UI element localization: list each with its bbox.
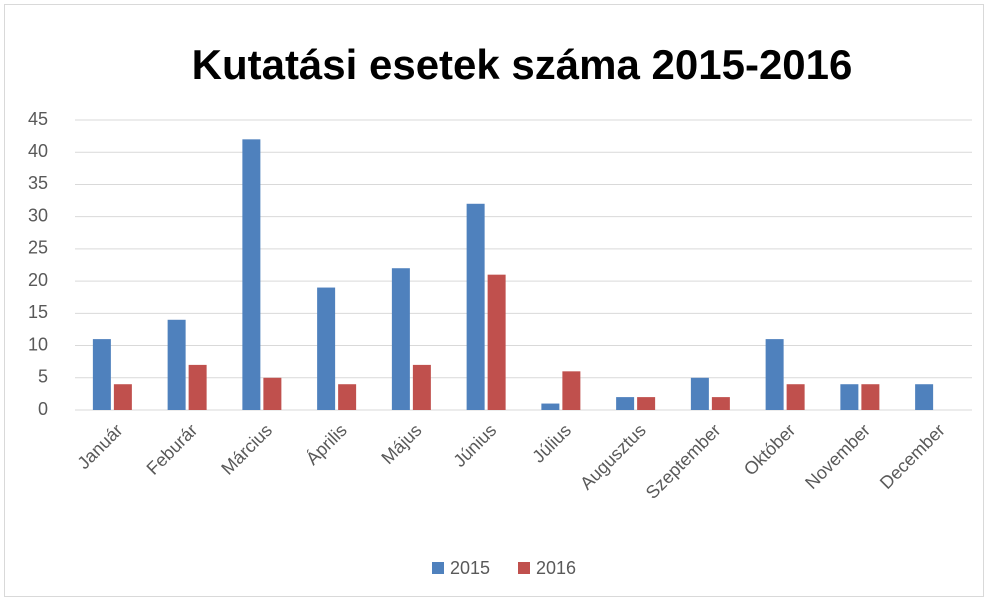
bar xyxy=(562,371,581,410)
bar xyxy=(317,287,336,410)
bar xyxy=(412,364,431,410)
bar xyxy=(242,139,261,411)
y-tick-label: 40 xyxy=(28,141,48,161)
bar xyxy=(487,274,506,410)
bar xyxy=(765,339,784,410)
bar xyxy=(391,268,410,410)
legend-label: 2015 xyxy=(450,558,490,578)
bar xyxy=(338,384,357,410)
y-tick-label: 15 xyxy=(28,302,48,322)
bar xyxy=(263,377,282,410)
y-tick-label: 35 xyxy=(28,173,48,193)
y-tick-label: 10 xyxy=(28,334,48,354)
bar xyxy=(541,403,560,410)
y-tick-label: 20 xyxy=(28,270,48,290)
bar xyxy=(690,377,709,410)
y-tick-label: 5 xyxy=(38,367,48,387)
legend-swatch xyxy=(432,562,444,574)
legend-label: 2016 xyxy=(536,558,576,578)
bar xyxy=(711,397,730,410)
bar xyxy=(786,384,805,410)
y-tick-label: 25 xyxy=(28,238,48,258)
bar xyxy=(466,203,485,410)
bar xyxy=(616,397,635,410)
bar xyxy=(188,364,207,410)
bar xyxy=(167,319,186,410)
bar xyxy=(637,397,656,410)
bar xyxy=(92,339,111,410)
y-tick-label: 45 xyxy=(28,109,48,129)
bar xyxy=(861,384,880,410)
bar xyxy=(915,384,934,410)
chart-title: Kutatási esetek száma 2015-2016 xyxy=(192,41,853,88)
y-tick-label: 0 xyxy=(38,399,48,419)
bar xyxy=(113,384,132,410)
bar xyxy=(840,384,859,410)
y-tick-label: 30 xyxy=(28,205,48,225)
legend-swatch xyxy=(518,562,530,574)
